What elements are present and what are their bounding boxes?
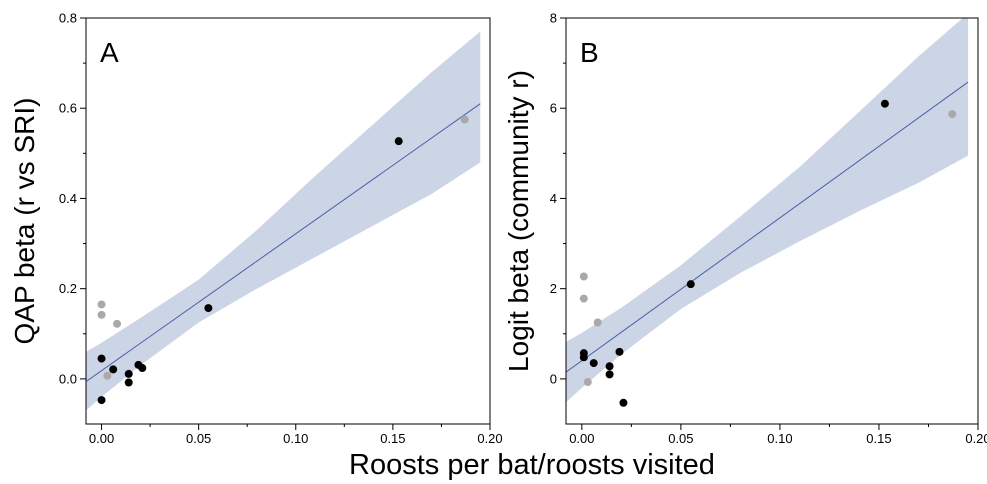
x-tick-label: 0.10 (767, 431, 792, 446)
data-point-gray (103, 371, 112, 380)
data-point-gray (97, 300, 106, 309)
panel-label: B (580, 37, 599, 68)
y-tick-label: 0.2 (59, 281, 77, 296)
x-tick-label: 0.20 (477, 431, 502, 446)
data-point-black (615, 347, 624, 356)
data-point-black (589, 359, 598, 368)
y-tick-label: 8 (550, 11, 557, 26)
data-point-black (97, 396, 106, 405)
regression-line (86, 103, 481, 383)
panel-label: A (100, 37, 119, 68)
x-axis-label: Roosts per bat/roosts visited (349, 449, 715, 481)
data-point-black (124, 369, 133, 378)
panel-b: B Logit beta (community r) (503, 17, 979, 425)
x-tick-label: 0.05 (186, 431, 211, 446)
data-point-black (204, 304, 213, 313)
x-tick-label: 0.10 (283, 431, 308, 446)
data-point-black (686, 280, 695, 289)
x-tick-label: 0.00 (89, 431, 114, 446)
data-point-black (880, 99, 889, 108)
data-point-black (394, 137, 403, 146)
y-tick-label: 0.6 (59, 101, 77, 116)
x-tick-label: 0.15 (866, 431, 891, 446)
data-point-gray (579, 294, 588, 303)
y-tick-label: 6 (550, 101, 557, 116)
plot-frame (565, 17, 979, 425)
data-point-black (109, 365, 118, 374)
confidence-band (86, 31, 481, 411)
data-point-black (605, 370, 614, 379)
data-point-black (138, 364, 147, 373)
x-tick-label: 0.15 (380, 431, 405, 446)
y-tick-label: 4 (550, 191, 557, 206)
data-point-gray (97, 310, 106, 319)
data-point-black (579, 353, 588, 362)
y-tick-label: 0.4 (59, 191, 77, 206)
plot-frame (85, 17, 491, 425)
data-point-gray (113, 319, 122, 328)
data-point-gray (948, 110, 957, 119)
confidence-band (566, 18, 969, 403)
x-tick-label: 0.05 (668, 431, 693, 446)
data-point-black (124, 378, 133, 387)
data-point-black (605, 362, 614, 371)
y-tick-label: 0.0 (59, 371, 77, 386)
y-tick-label: 0 (550, 371, 557, 386)
data-point-gray (460, 115, 469, 124)
regression-line (566, 81, 969, 373)
x-tick-label: 0.20 (965, 431, 987, 446)
x-tick-label: 0.00 (569, 431, 594, 446)
y-axis-label: QAP beta (r vs SRI) (9, 98, 40, 345)
data-point-black (97, 354, 106, 363)
y-axis-label: Logit beta (community r) (503, 70, 534, 372)
data-point-gray (593, 318, 602, 327)
panel-a: A QAP beta (r vs SRI) (9, 17, 491, 425)
y-tick-label: 2 (550, 281, 557, 296)
y-tick-label: 0.8 (59, 11, 77, 26)
data-point-black (619, 398, 628, 407)
data-point-gray (583, 378, 592, 387)
data-point-gray (579, 272, 588, 281)
